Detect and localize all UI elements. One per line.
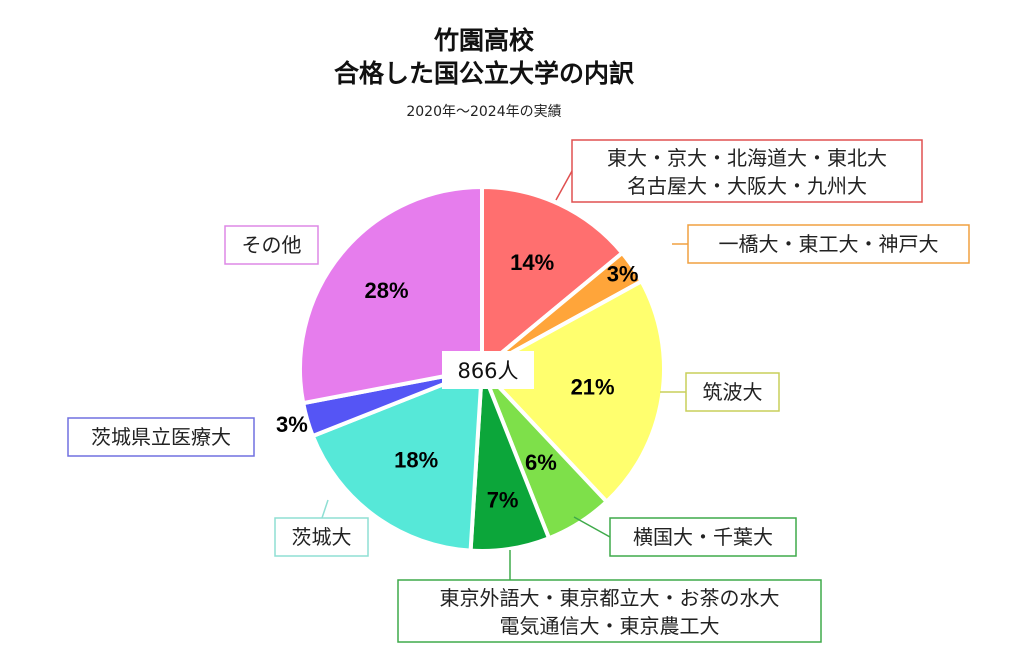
pie-slices bbox=[298, 185, 666, 553]
pie-slice bbox=[298, 185, 484, 406]
leader-line bbox=[555, 170, 573, 201]
category-labels: 東大・京大・北海道大・東北大名古屋大・大阪大・九州大一橋大・東工大・神戸大筑波大… bbox=[67, 139, 970, 643]
pie-slice bbox=[480, 279, 666, 504]
category-label-box bbox=[687, 224, 970, 264]
category-label: 東京外語大・東京都立大・お茶の水大 bbox=[440, 586, 780, 610]
center-total-label: 866人 bbox=[457, 359, 518, 383]
leader-lines bbox=[321, 170, 688, 580]
chart-title-line-1: 竹園高校 bbox=[433, 26, 535, 55]
slice-percent-label: 21% bbox=[571, 375, 615, 400]
category-label-box bbox=[397, 579, 822, 643]
category-label-box bbox=[609, 517, 797, 557]
category-label-box bbox=[274, 517, 369, 557]
category-label: 一橋大・東工大・神戸大 bbox=[719, 232, 939, 256]
slice-percent-label: 14% bbox=[510, 250, 554, 275]
leader-line bbox=[573, 516, 611, 538]
chart-title-line-2: 合格した国公立大学の内訳 bbox=[334, 59, 635, 88]
category-label-box bbox=[685, 372, 780, 412]
chart-subtitle: 2020年～2024年の実績 bbox=[406, 104, 561, 120]
category-label-box bbox=[67, 417, 255, 457]
slice-percent-label: 18% bbox=[394, 448, 438, 473]
category-label: 電気通信大・東京農工大 bbox=[500, 614, 720, 638]
percent-labels: 14% 3% 21% 6%7% 18% 3% 28% bbox=[276, 250, 638, 512]
center-total-box bbox=[442, 351, 534, 389]
category-label: 茨城県立医療大 bbox=[91, 425, 231, 449]
category-label: 茨城大 bbox=[292, 525, 352, 549]
slice-percent-label: 3% bbox=[607, 261, 639, 286]
pie-slice bbox=[480, 185, 625, 371]
leader-line bbox=[321, 499, 329, 519]
category-label: その他 bbox=[242, 233, 302, 257]
slice-percent-label: 3% bbox=[276, 412, 308, 437]
category-label: 東大・京大・北海道大・東北大 bbox=[607, 146, 887, 170]
pie-slice bbox=[310, 367, 484, 553]
category-label-box bbox=[224, 225, 319, 265]
slice-percent-label: 6% bbox=[525, 450, 557, 475]
category-label-box bbox=[571, 139, 923, 203]
category-label: 名古屋大・大阪大・九州大 bbox=[627, 174, 867, 198]
slice-percent-label: 7% bbox=[487, 487, 519, 512]
slice-percent-label: 28% bbox=[364, 278, 408, 303]
category-label: 横国大・千葉大 bbox=[633, 525, 773, 549]
category-label: 筑波大 bbox=[703, 380, 763, 404]
